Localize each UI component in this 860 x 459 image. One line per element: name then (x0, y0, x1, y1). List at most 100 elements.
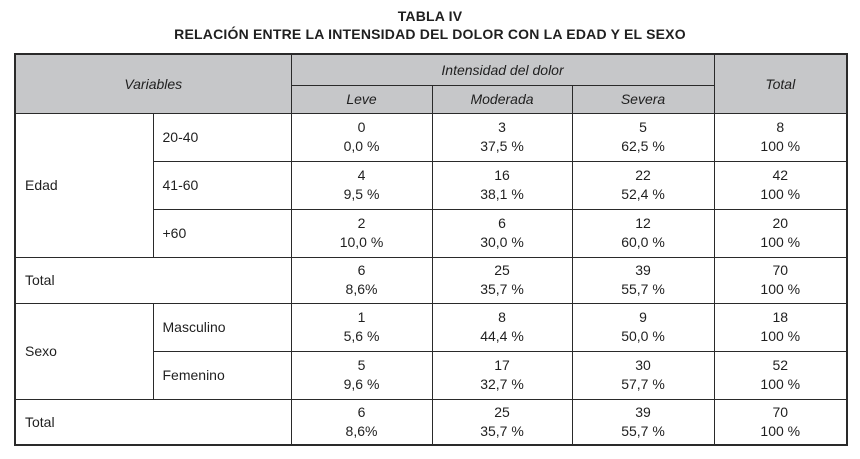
row-label: 20-40 (152, 112, 292, 162)
cell-total: 70 100 % (713, 398, 848, 446)
cell-total: 70 100 % (713, 256, 848, 304)
count-value: 39 (635, 403, 651, 420)
row-label: +60 (152, 208, 292, 258)
cell-moderada: 3 37,5 % (431, 112, 573, 162)
group-label-edad: Edad (14, 112, 154, 258)
percent-value: 35,7 % (480, 422, 524, 439)
cell-severa: 9 50,0 % (571, 302, 715, 352)
count-value: 22 (635, 167, 651, 183)
percent-value: 55,7 % (621, 281, 665, 297)
col-header-severa: Severa (571, 84, 715, 114)
percent-value: 50,0 % (621, 328, 665, 344)
col-header-leve: Leve (290, 84, 433, 114)
count-value: 3 (498, 119, 506, 135)
count-value: 42 (772, 167, 789, 183)
percent-value: 100 % (760, 422, 801, 439)
col-header-moderada: Moderada (431, 84, 573, 114)
percent-value: 62,5 % (621, 138, 665, 154)
cell-moderada: 17 32,7 % (431, 350, 573, 400)
cell-total: 8 100 % (713, 112, 848, 162)
table-row: Edad 20-40 0 0,0 % 3 37,5 % 5 62,5 % 8 1… (14, 112, 848, 258)
percent-value: 100 % (760, 186, 801, 202)
percent-value: 37,5 % (480, 138, 524, 154)
cell-severa: 12 60,0 % (571, 208, 715, 258)
percent-value: 100 % (760, 234, 801, 250)
sexo-total-row: Total 6 8,6% 25 35,7 % 39 55,7 % 70 100 … (14, 398, 848, 446)
cell-leve: 6 8,6% (290, 398, 433, 446)
cell-total: 52 100 % (713, 350, 848, 400)
percent-value: 32,7 % (480, 376, 524, 392)
count-value: 6 (357, 262, 366, 278)
table-row: 41-60 4 9,5 % 16 38,1 % 22 52,4 % 42 100… (15, 160, 848, 210)
cell-moderada: 8 44,4 % (431, 302, 573, 352)
count-value: 8 (776, 119, 785, 135)
cell-severa: 39 55,7 % (571, 256, 715, 304)
percent-value: 100 % (760, 328, 801, 344)
count-value: 4 (357, 167, 366, 183)
cell-moderada: 25 35,7 % (431, 398, 573, 446)
cell-leve: 2 10,0 % (290, 208, 433, 258)
cell-leve: 4 9,5 % (290, 160, 433, 210)
table-row: Sexo Masculino 1 5,6 % 8 44,4 % 9 50,0 %… (14, 302, 848, 400)
count-value: 2 (357, 215, 366, 231)
count-value: 5 (357, 357, 366, 373)
cell-moderada: 25 35,7 % (431, 256, 573, 304)
count-value: 12 (635, 215, 651, 231)
header-variables: Variables (14, 53, 292, 114)
cell-moderada: 6 30,0 % (431, 208, 573, 258)
count-value: 25 (494, 403, 510, 420)
percent-value: 35,7 % (480, 281, 524, 297)
cell-total: 18 100 % (713, 302, 848, 352)
cell-leve: 5 9,6 % (290, 350, 433, 400)
percent-value: 38,1 % (480, 186, 524, 202)
cell-severa: 22 52,4 % (571, 160, 715, 210)
group-label-sexo: Sexo (14, 302, 154, 400)
header-total: Total (713, 53, 848, 114)
count-value: 20 (772, 215, 789, 231)
count-value: 6 (357, 403, 366, 420)
row-label: Femenino (152, 350, 292, 400)
cell-severa: 39 55,7 % (571, 398, 715, 446)
percent-value: 30,0 % (480, 234, 524, 250)
total-row-label: Total (14, 256, 292, 304)
count-value: 70 (772, 262, 789, 278)
table-title: TABLA IV (397, 8, 463, 24)
percent-value: 100 % (760, 376, 801, 392)
count-value: 70 (772, 403, 789, 420)
table-subtitle: RELACIÓN ENTRE LA INTENSIDAD DEL DOLOR C… (174, 26, 686, 42)
count-value: 6 (498, 215, 506, 231)
percent-value: 8,6% (345, 422, 378, 439)
header-intensity: Intensidad del dolor (290, 53, 715, 86)
percent-value: 5,6 % (343, 328, 380, 344)
cell-total: 42 100 % (713, 160, 848, 210)
percent-value: 8,6% (345, 281, 378, 297)
percent-value: 44,4 % (480, 328, 524, 344)
title-block: TABLA IV RELACIÓN ENTRE LA INTENSIDAD DE… (0, 0, 860, 43)
percent-value: 60,0 % (621, 234, 665, 250)
row-label: 41-60 (152, 160, 292, 210)
count-value: 1 (357, 309, 366, 325)
percent-value: 57,7 % (621, 376, 665, 392)
cell-severa: 5 62,5 % (571, 112, 715, 162)
cell-leve: 1 5,6 % (290, 302, 433, 352)
count-value: 18 (772, 309, 789, 325)
count-value: 16 (494, 167, 510, 183)
count-value: 9 (639, 309, 647, 325)
percent-value: 100 % (760, 281, 801, 297)
percent-value: 0,0 % (343, 138, 380, 154)
count-value: 8 (498, 309, 506, 325)
edad-total-row: Total 6 8,6% 25 35,7 % 39 55,7 % 70 100 … (14, 256, 848, 304)
count-value: 0 (357, 119, 366, 135)
cell-total: 20 100 % (713, 208, 848, 258)
cell-leve: 0 0,0 % (290, 112, 433, 162)
table-row: +60 2 10,0 % 6 30,0 % 12 60,0 % 20 100 % (15, 208, 848, 258)
data-table: Variables Intensidad del dolor Total Lev… (14, 53, 849, 446)
count-value: 30 (635, 357, 651, 373)
count-value: 25 (494, 262, 510, 278)
count-value: 39 (635, 262, 651, 278)
count-value: 52 (772, 357, 789, 373)
header-row-2: Leve Moderada Severa (15, 84, 847, 114)
total-row-label: Total (14, 398, 292, 446)
percent-value: 52,4 % (621, 186, 665, 202)
